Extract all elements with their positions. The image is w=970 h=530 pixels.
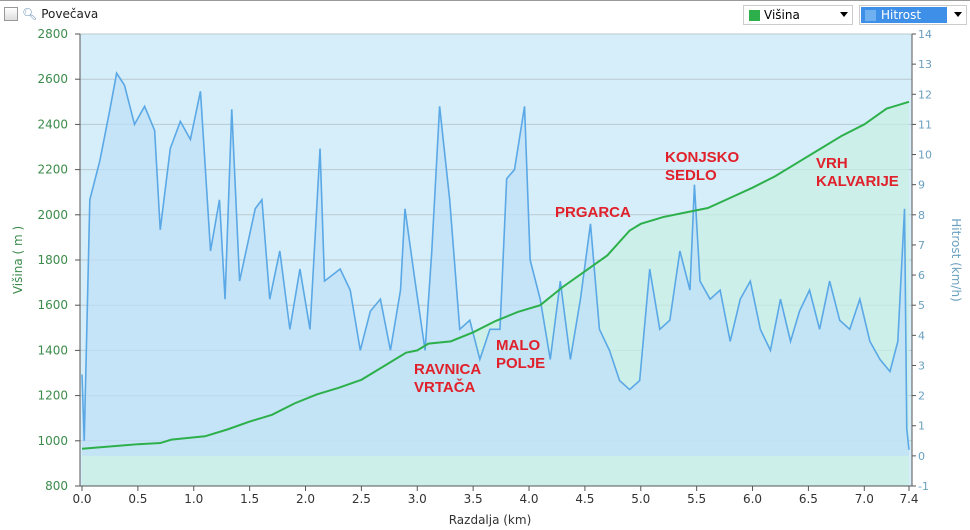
y-left-tick-label: 1600: [37, 298, 68, 312]
y-right-tick-label: 12: [918, 88, 932, 101]
x-tick-label: 7.0: [855, 492, 874, 506]
y-right-tick-label: 4: [918, 329, 925, 342]
y-right-axis-title: Hitrost (km/h): [949, 218, 963, 302]
x-tick-label: 0.0: [72, 492, 91, 506]
annotation-label: VRH: [816, 155, 848, 172]
y-left-tick-label: 2800: [37, 27, 68, 41]
x-tick-label: 2.5: [352, 492, 371, 506]
x-tick-label: 5.5: [687, 492, 706, 506]
annotation-label: PRGARCA: [555, 204, 631, 221]
chevron-down-icon: [840, 12, 848, 17]
x-tick-label: 3.5: [464, 492, 483, 506]
x-tick-label: 7.4: [899, 492, 918, 506]
x-tick-label: 3.0: [408, 492, 427, 506]
green-swatch-icon: [749, 9, 760, 21]
zoom-toggle[interactable]: 🔍︎ Povečava: [4, 7, 98, 21]
left-series-value: Višina: [764, 8, 800, 22]
y-left-tick-label: 2600: [37, 72, 68, 86]
speed-line: [81, 71, 910, 450]
y-right-tick-label: 8: [918, 209, 925, 222]
speed-area: [82, 73, 909, 456]
y-right-tick-label: 14: [918, 28, 932, 41]
left-series-select[interactable]: Višina: [743, 5, 853, 25]
x-tick-label: 1.5: [240, 492, 259, 506]
x-axis-title: Razdalja (km): [449, 513, 532, 527]
chevron-down-icon: [954, 12, 962, 17]
magnifier-icon: 🔍︎: [22, 7, 38, 21]
y-left-axis-title: Višina ( m ): [11, 226, 25, 294]
y-left-tick-label: 2000: [37, 208, 68, 222]
annotation-label: RAVNICA: [414, 361, 481, 378]
y-right-tick-label: 1: [918, 420, 925, 433]
y-right-tick-label: 13: [918, 58, 932, 71]
x-tick-label: 4.0: [519, 492, 538, 506]
right-series-select[interactable]: Hitrost: [859, 5, 967, 25]
y-left-tick-label: 1400: [37, 343, 68, 357]
y-left-tick-label: 2200: [37, 163, 68, 177]
x-tick-label: 5.0: [631, 492, 650, 506]
y-right-tick-label: 7: [918, 239, 925, 252]
annotation-label: SEDLO: [665, 167, 717, 184]
y-left-tick-label: 1200: [37, 389, 68, 403]
y-left-tick-label: 800: [45, 479, 68, 493]
annotation-label: KONJSKO: [665, 149, 740, 166]
y-right-tick-label: 11: [918, 118, 932, 131]
annotation-label: VRTAČA: [414, 378, 476, 396]
zoom-label: Povečava: [41, 7, 99, 21]
annotation-label: POLJE: [496, 355, 545, 372]
x-tick-label: 6.5: [799, 492, 818, 506]
x-tick-label: 1.0: [184, 492, 203, 506]
blue-swatch-icon: [865, 9, 876, 21]
y-left-tick-label: 1000: [37, 434, 68, 448]
x-tick-label: 4.5: [575, 492, 594, 506]
y-right-tick-label: 9: [918, 179, 925, 192]
right-series-value: Hitrost: [881, 8, 922, 22]
x-tick-label: 6.0: [743, 492, 762, 506]
elevation-line: [81, 100, 910, 450]
y-left-tick-label: 1800: [37, 253, 68, 267]
top-border: [0, 0, 970, 1]
y-right-tick-label: 3: [918, 359, 925, 372]
annotation-label: MALO: [496, 337, 540, 354]
y-right-tick-label: 6: [918, 269, 925, 282]
zoom-checkbox[interactable]: [4, 7, 18, 21]
x-tick-label: 2.0: [296, 492, 315, 506]
x-tick-label: 0.5: [128, 492, 147, 506]
annotation-label: KALVARIJE: [816, 173, 899, 190]
y-right-tick-label: 5: [918, 299, 925, 312]
y-right-tick-label: -1: [918, 480, 929, 493]
y-right-tick-label: 2: [918, 390, 925, 403]
y-right-tick-label: 10: [918, 149, 932, 162]
y-right-tick-label: 0: [918, 450, 925, 463]
y-left-tick-label: 2400: [37, 117, 68, 131]
